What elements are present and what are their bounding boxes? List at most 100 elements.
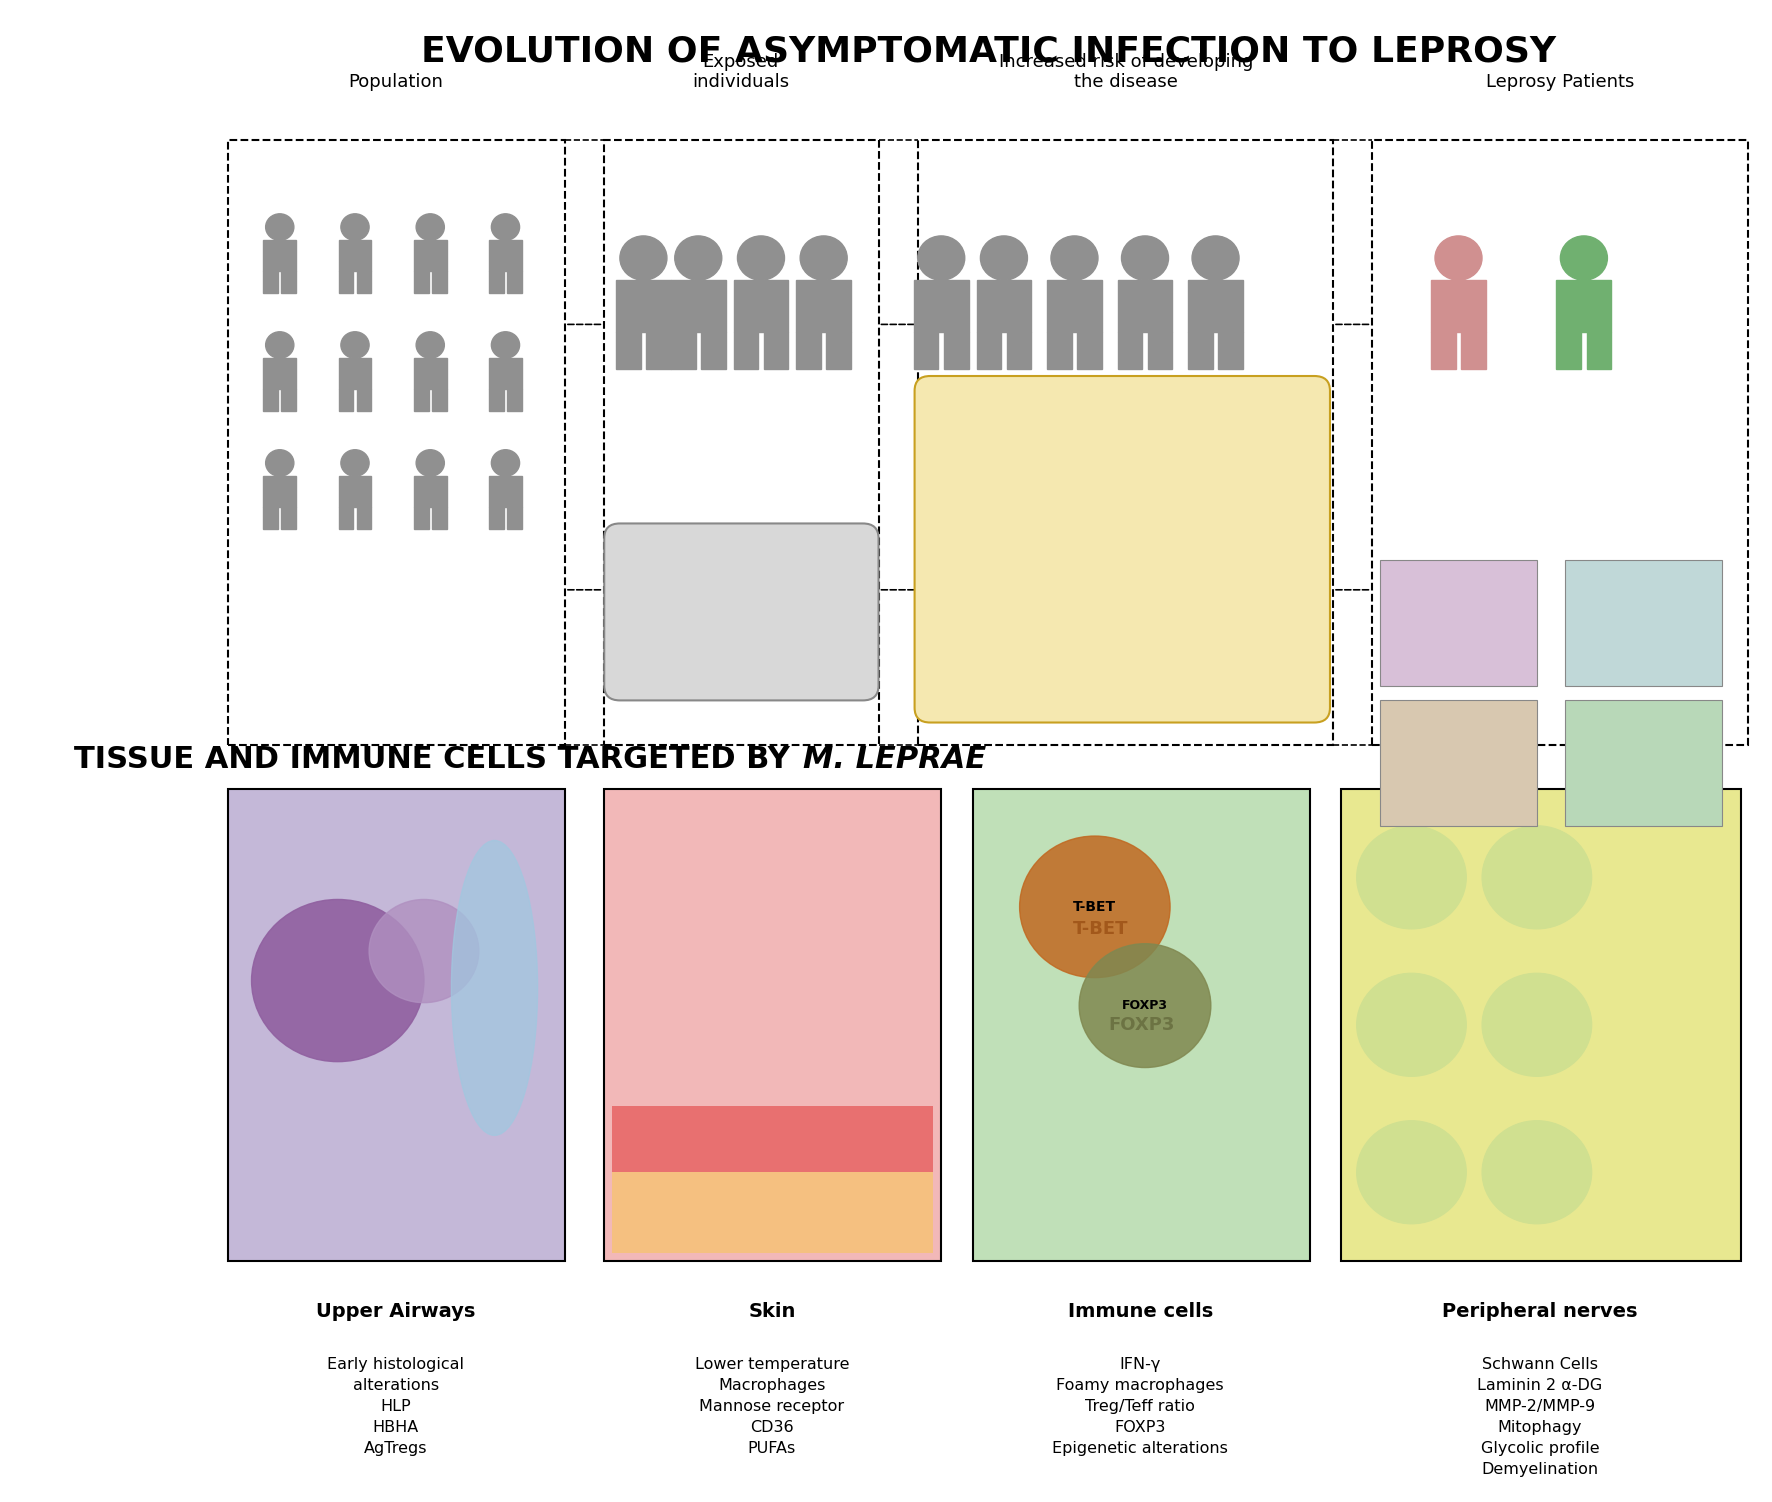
Circle shape bbox=[1435, 236, 1481, 281]
Bar bbox=[489, 272, 503, 293]
Bar bbox=[415, 240, 447, 272]
Text: Lower temperature
Macrophages
Mannose receptor
CD36
PUFAs: Lower temperature Macrophages Mannose re… bbox=[695, 1356, 849, 1455]
Bar bbox=[1380, 700, 1536, 826]
Bar bbox=[338, 240, 372, 272]
Bar bbox=[489, 359, 523, 389]
Text: T-BET: T-BET bbox=[1074, 919, 1129, 937]
Bar bbox=[489, 476, 523, 508]
Bar bbox=[734, 281, 789, 332]
Bar bbox=[1556, 332, 1581, 368]
Bar bbox=[507, 508, 523, 529]
Text: EVOLUTION OF ASYMPTOMATIC INFECTION TO LEPROSY: EVOLUTION OF ASYMPTOMATIC INFECTION TO L… bbox=[420, 35, 1556, 69]
Bar bbox=[1380, 560, 1536, 685]
Bar bbox=[976, 332, 1001, 368]
Text: Protective
IFN-γ production: Protective IFN-γ production bbox=[668, 596, 813, 628]
Bar bbox=[432, 272, 447, 293]
Circle shape bbox=[1193, 236, 1239, 281]
Bar bbox=[734, 332, 758, 368]
Circle shape bbox=[340, 449, 369, 476]
Circle shape bbox=[1051, 236, 1099, 281]
Text: Upper Airways: Upper Airways bbox=[315, 1302, 475, 1320]
Bar bbox=[338, 272, 353, 293]
Bar bbox=[415, 272, 429, 293]
Bar bbox=[826, 332, 851, 368]
Bar bbox=[264, 508, 278, 529]
Circle shape bbox=[340, 213, 369, 240]
Bar bbox=[944, 332, 969, 368]
Bar bbox=[1341, 789, 1740, 1260]
Circle shape bbox=[1122, 236, 1168, 281]
Circle shape bbox=[620, 236, 666, 281]
FancyBboxPatch shape bbox=[604, 524, 879, 700]
Circle shape bbox=[266, 213, 294, 240]
Bar bbox=[672, 332, 696, 368]
Circle shape bbox=[1357, 973, 1467, 1077]
Bar bbox=[1432, 281, 1487, 332]
Bar bbox=[356, 272, 372, 293]
Bar bbox=[1556, 281, 1611, 332]
Bar bbox=[1187, 281, 1242, 332]
Circle shape bbox=[1481, 973, 1591, 1077]
Circle shape bbox=[416, 449, 445, 476]
Bar bbox=[1586, 332, 1611, 368]
Bar bbox=[647, 332, 672, 368]
Circle shape bbox=[675, 236, 721, 281]
Circle shape bbox=[491, 332, 519, 359]
Bar bbox=[914, 332, 939, 368]
Bar bbox=[338, 476, 372, 508]
Bar bbox=[973, 789, 1310, 1260]
FancyBboxPatch shape bbox=[914, 376, 1331, 722]
Bar bbox=[1219, 332, 1242, 368]
Text: Skin: Skin bbox=[748, 1302, 796, 1320]
Bar bbox=[1187, 332, 1212, 368]
Bar bbox=[356, 389, 372, 412]
Bar bbox=[702, 332, 727, 368]
Text: M. LEPRAE: M. LEPRAE bbox=[803, 745, 987, 774]
Bar bbox=[976, 281, 1031, 332]
Bar bbox=[415, 389, 429, 412]
Bar bbox=[764, 332, 789, 368]
Circle shape bbox=[1357, 826, 1467, 928]
Bar bbox=[415, 476, 447, 508]
Text: Exposed
individuals: Exposed individuals bbox=[693, 53, 789, 92]
Text: Increased risk of developing
the disease: Increased risk of developing the disease bbox=[999, 53, 1253, 92]
Text: T-BET: T-BET bbox=[1074, 900, 1116, 913]
Bar bbox=[356, 508, 372, 529]
Text: Leprosy Patients: Leprosy Patients bbox=[1487, 74, 1634, 92]
Bar bbox=[672, 281, 727, 332]
Text: TISSUE AND IMMUNE CELLS TARGETED BY: TISSUE AND IMMUNE CELLS TARGETED BY bbox=[74, 745, 801, 774]
Bar bbox=[914, 281, 969, 332]
Circle shape bbox=[1481, 826, 1591, 928]
Circle shape bbox=[1561, 236, 1607, 281]
Text: FOXP3: FOXP3 bbox=[1109, 1015, 1175, 1033]
Bar bbox=[796, 281, 851, 332]
Circle shape bbox=[737, 236, 785, 281]
Bar bbox=[489, 508, 503, 529]
Bar bbox=[617, 332, 641, 368]
Bar bbox=[432, 389, 447, 412]
Bar bbox=[282, 508, 296, 529]
Bar bbox=[617, 281, 672, 332]
Text: Immune cells: Immune cells bbox=[1069, 1302, 1212, 1320]
Circle shape bbox=[416, 213, 445, 240]
Circle shape bbox=[266, 332, 294, 359]
Bar bbox=[264, 272, 278, 293]
Bar bbox=[611, 1172, 934, 1253]
Circle shape bbox=[1357, 1120, 1467, 1224]
Bar bbox=[338, 508, 353, 529]
Bar bbox=[1148, 332, 1173, 368]
Bar bbox=[611, 1105, 934, 1172]
Text: Peripheral nerves: Peripheral nerves bbox=[1442, 1302, 1637, 1320]
Circle shape bbox=[491, 213, 519, 240]
Bar bbox=[489, 240, 523, 272]
Text: Early histological
alterations
HLP
HBHA
AgTregs: Early histological alterations HLP HBHA … bbox=[328, 1356, 464, 1455]
Circle shape bbox=[980, 236, 1028, 281]
Bar bbox=[1432, 332, 1457, 368]
Bar bbox=[338, 359, 372, 389]
Text: IFN-γ
Foamy macrophages
Treg/Teff ratio
FOXP3
Epigenetic alterations: IFN-γ Foamy macrophages Treg/Teff ratio … bbox=[1053, 1356, 1228, 1455]
Bar bbox=[338, 389, 353, 412]
Bar bbox=[229, 789, 565, 1260]
Circle shape bbox=[1079, 943, 1210, 1068]
Bar bbox=[604, 789, 941, 1260]
Bar bbox=[264, 240, 296, 272]
